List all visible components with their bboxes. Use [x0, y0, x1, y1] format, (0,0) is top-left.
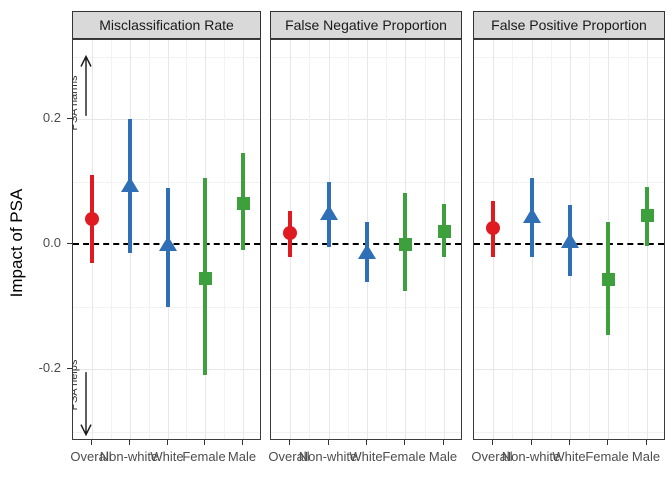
x-tick-mark: [443, 440, 444, 445]
x-tick-label: Non-white: [99, 449, 159, 464]
gridline-minor: [628, 40, 629, 439]
panel-body: [473, 39, 665, 440]
gridline-minor: [309, 40, 310, 439]
point-marker-triangle: [320, 204, 338, 220]
x-tick-mark: [366, 440, 367, 445]
gridline-minor: [186, 40, 187, 439]
y-tick-label: 0.2: [42, 110, 61, 125]
gridline-major: [73, 369, 260, 370]
point-marker-triangle: [159, 236, 177, 251]
x-tick-mark: [91, 440, 92, 445]
gridline-minor: [73, 56, 260, 58]
point-marker-circle: [283, 226, 297, 241]
facet-strip: False Positive Proportion: [473, 11, 665, 39]
x-tick-label: Non-white: [501, 449, 561, 464]
x-tick-label: Male: [227, 449, 257, 464]
down-arrow-icon: [80, 372, 92, 437]
x-tick-label: Male: [428, 449, 458, 464]
gridline-minor: [224, 40, 225, 439]
facet-title: False Positive Proportion: [491, 17, 647, 33]
gridline-minor: [73, 306, 260, 308]
gridline-major: [73, 119, 260, 120]
x-tick-label: Non-white: [298, 449, 358, 464]
gridline-major: [474, 369, 664, 370]
x-tick-mark: [404, 440, 405, 445]
gridline-major: [474, 119, 664, 120]
gridline-minor: [512, 40, 513, 439]
gridline-major: [271, 369, 461, 370]
point-marker-square: [438, 224, 451, 238]
x-tick-label: White: [150, 449, 184, 464]
point-marker-circle: [85, 212, 99, 226]
y-tick-mark: [67, 368, 72, 369]
point-marker-circle: [486, 221, 500, 236]
gridline-minor: [73, 431, 260, 433]
facet-title: Misclassification Rate: [99, 17, 234, 33]
y-tick-mark: [67, 243, 72, 244]
gridline-minor: [111, 40, 112, 439]
gridline-minor: [589, 40, 590, 439]
y-tick-label: 0.0: [42, 235, 61, 250]
facet-strip: False Negative Proportion: [270, 11, 462, 39]
panel-body: [270, 39, 462, 440]
x-tick-label: White: [349, 449, 383, 464]
x-tick-label: Overall: [471, 449, 513, 464]
gridline-minor: [149, 40, 150, 439]
x-tick-mark: [289, 440, 290, 445]
up-arrow-icon: [80, 54, 92, 116]
gridline-minor: [425, 40, 426, 439]
point-marker-square: [399, 238, 412, 251]
facet-title: False Negative Proportion: [285, 17, 447, 33]
facet-strip: Misclassification Rate: [72, 11, 261, 39]
annotation-label: PSA helps: [72, 359, 80, 411]
x-tick-label: Female: [182, 449, 226, 464]
gridline-minor: [271, 56, 461, 58]
point-marker-triangle: [561, 232, 579, 248]
y-tick-mark: [67, 118, 72, 119]
x-tick-label: Overall: [70, 449, 112, 464]
gridline-minor: [73, 181, 260, 183]
x-tick-mark: [204, 440, 205, 445]
x-tick-mark: [569, 440, 570, 445]
gridline-minor: [474, 181, 664, 183]
gridline-minor: [348, 40, 349, 439]
x-tick-mark: [492, 440, 493, 445]
x-tick-mark: [328, 440, 329, 445]
gridline-minor: [271, 306, 461, 308]
x-tick-mark: [129, 440, 130, 445]
point-marker-triangle: [523, 207, 541, 223]
point-marker-square: [641, 209, 654, 223]
gridline-minor: [271, 181, 461, 183]
gridline-minor: [474, 56, 664, 58]
x-tick-label: Male: [631, 449, 661, 464]
gridline-major: [271, 119, 461, 120]
x-tick-mark: [242, 440, 243, 445]
x-tick-mark: [167, 440, 168, 445]
gridline-minor: [386, 40, 387, 439]
x-tick-mark: [531, 440, 532, 445]
x-tick-label: Female: [585, 449, 629, 464]
point-marker-square: [237, 197, 250, 211]
panel-body: PSA harms PSA helps: [72, 39, 261, 440]
point-marker-triangle: [358, 244, 376, 260]
x-tick-mark: [646, 440, 647, 445]
gridline-minor: [551, 40, 552, 439]
x-tick-label: Female: [382, 449, 426, 464]
point-marker-square: [199, 272, 212, 286]
gridline-minor: [474, 431, 664, 433]
y-tick-label: -0.2: [38, 360, 61, 375]
x-tick-label: Overall: [268, 449, 310, 464]
gridline-minor: [271, 431, 461, 433]
x-tick-mark: [607, 440, 608, 445]
gridline-minor: [474, 306, 664, 308]
point-marker-triangle: [121, 176, 139, 192]
point-marker-square: [602, 273, 615, 286]
x-tick-label: White: [552, 449, 586, 464]
